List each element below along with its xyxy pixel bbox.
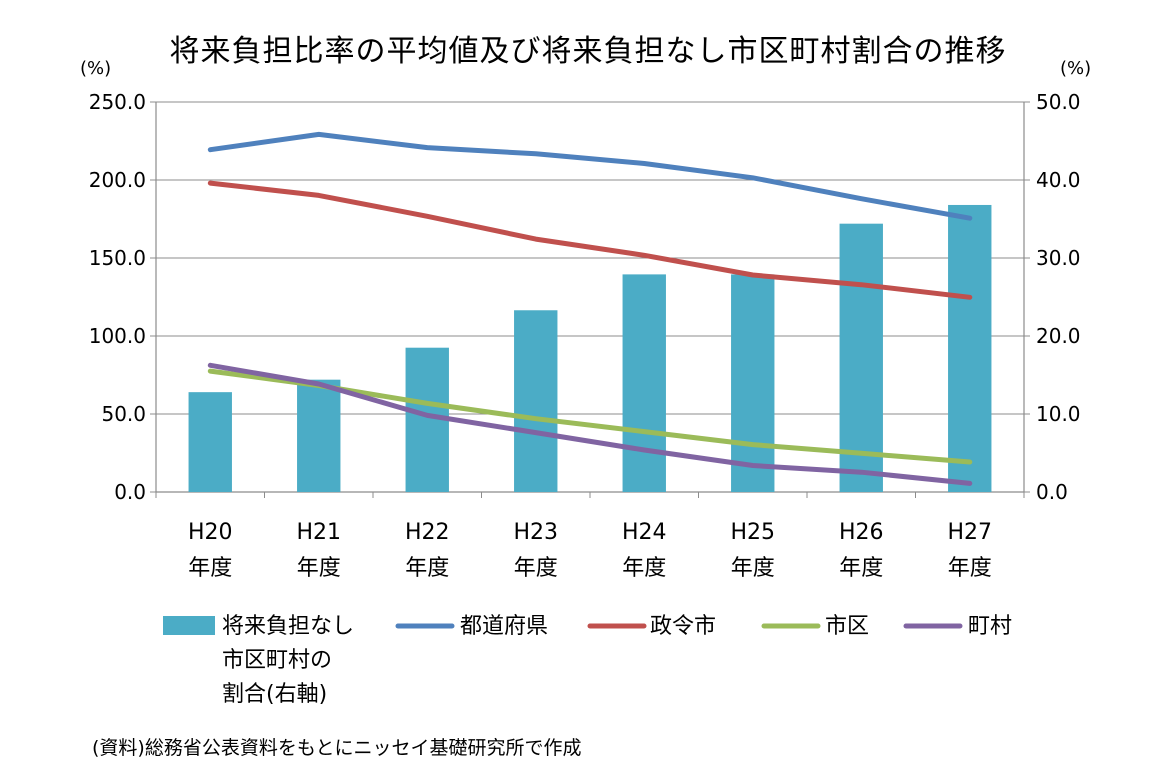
x-label-year: 年度 [622, 556, 666, 581]
right-tick-label: 40.0 [1036, 168, 1081, 192]
left-tick-label: 100.0 [89, 324, 146, 348]
x-label-H26: H26 [839, 520, 884, 545]
legend-label-designated-city: 政令市 [650, 614, 717, 639]
series-line-0 [207, 131, 973, 221]
left-tick-label: 150.0 [89, 246, 146, 270]
x-label-H21: H21 [296, 520, 341, 545]
right-tick-label: 10.0 [1036, 402, 1081, 426]
x-label-H20: H20 [188, 520, 233, 545]
x-label-H25: H25 [730, 520, 775, 545]
x-label-year: 年度 [297, 556, 341, 581]
bar-H26 [839, 223, 883, 492]
bar-H27 [948, 204, 992, 492]
left-axis-unit: (%) [80, 58, 112, 79]
right-tick-label: 20.0 [1036, 324, 1081, 348]
legend-marker-bar [163, 616, 215, 635]
x-label-year: 年度 [514, 556, 558, 581]
legend-label-town-village: 町村 [968, 614, 1013, 639]
bar-H21 [297, 379, 341, 492]
source-note: (資料)総務省公表資料をもとにニッセイ基礎研究所で作成 [92, 737, 582, 759]
x-label-year: 年度 [948, 556, 992, 581]
series-line-3 [207, 362, 973, 486]
right-tick-label: 0.0 [1036, 480, 1068, 504]
right-tick-label: 30.0 [1036, 246, 1081, 270]
legend-label-city: 市区 [825, 614, 870, 639]
legend-label-prefecture: 都道府県 [460, 614, 549, 639]
x-label-H22: H22 [405, 520, 450, 545]
legend-label-bar: 将来負担なし 市区町村の 割合(右軸) [222, 614, 355, 707]
x-label-year: 年度 [188, 556, 232, 581]
left-tick-label: 0.0 [114, 480, 146, 504]
left-tick-label: 200.0 [89, 168, 146, 192]
bar-H20 [188, 392, 232, 492]
bar-H23 [514, 310, 558, 492]
x-label-year: 年度 [405, 556, 449, 581]
chart-title: 将来負担比率の平均値及び将来負担なし市区町村割合の推移 [169, 34, 1007, 69]
x-label-H23: H23 [513, 520, 558, 545]
x-label-year: 年度 [839, 556, 883, 581]
x-label-H24: H24 [622, 520, 667, 545]
right-tick-label: 50.0 [1036, 90, 1081, 114]
bar-H24 [622, 274, 666, 492]
series-line-1 [207, 180, 973, 300]
left-tick-label: 50.0 [101, 402, 146, 426]
right-axis-unit: (%) [1060, 58, 1092, 79]
x-label-year: 年度 [731, 556, 775, 581]
x-label-H27: H27 [947, 520, 992, 545]
bar-H25 [731, 274, 775, 492]
left-tick-label: 250.0 [89, 90, 146, 114]
